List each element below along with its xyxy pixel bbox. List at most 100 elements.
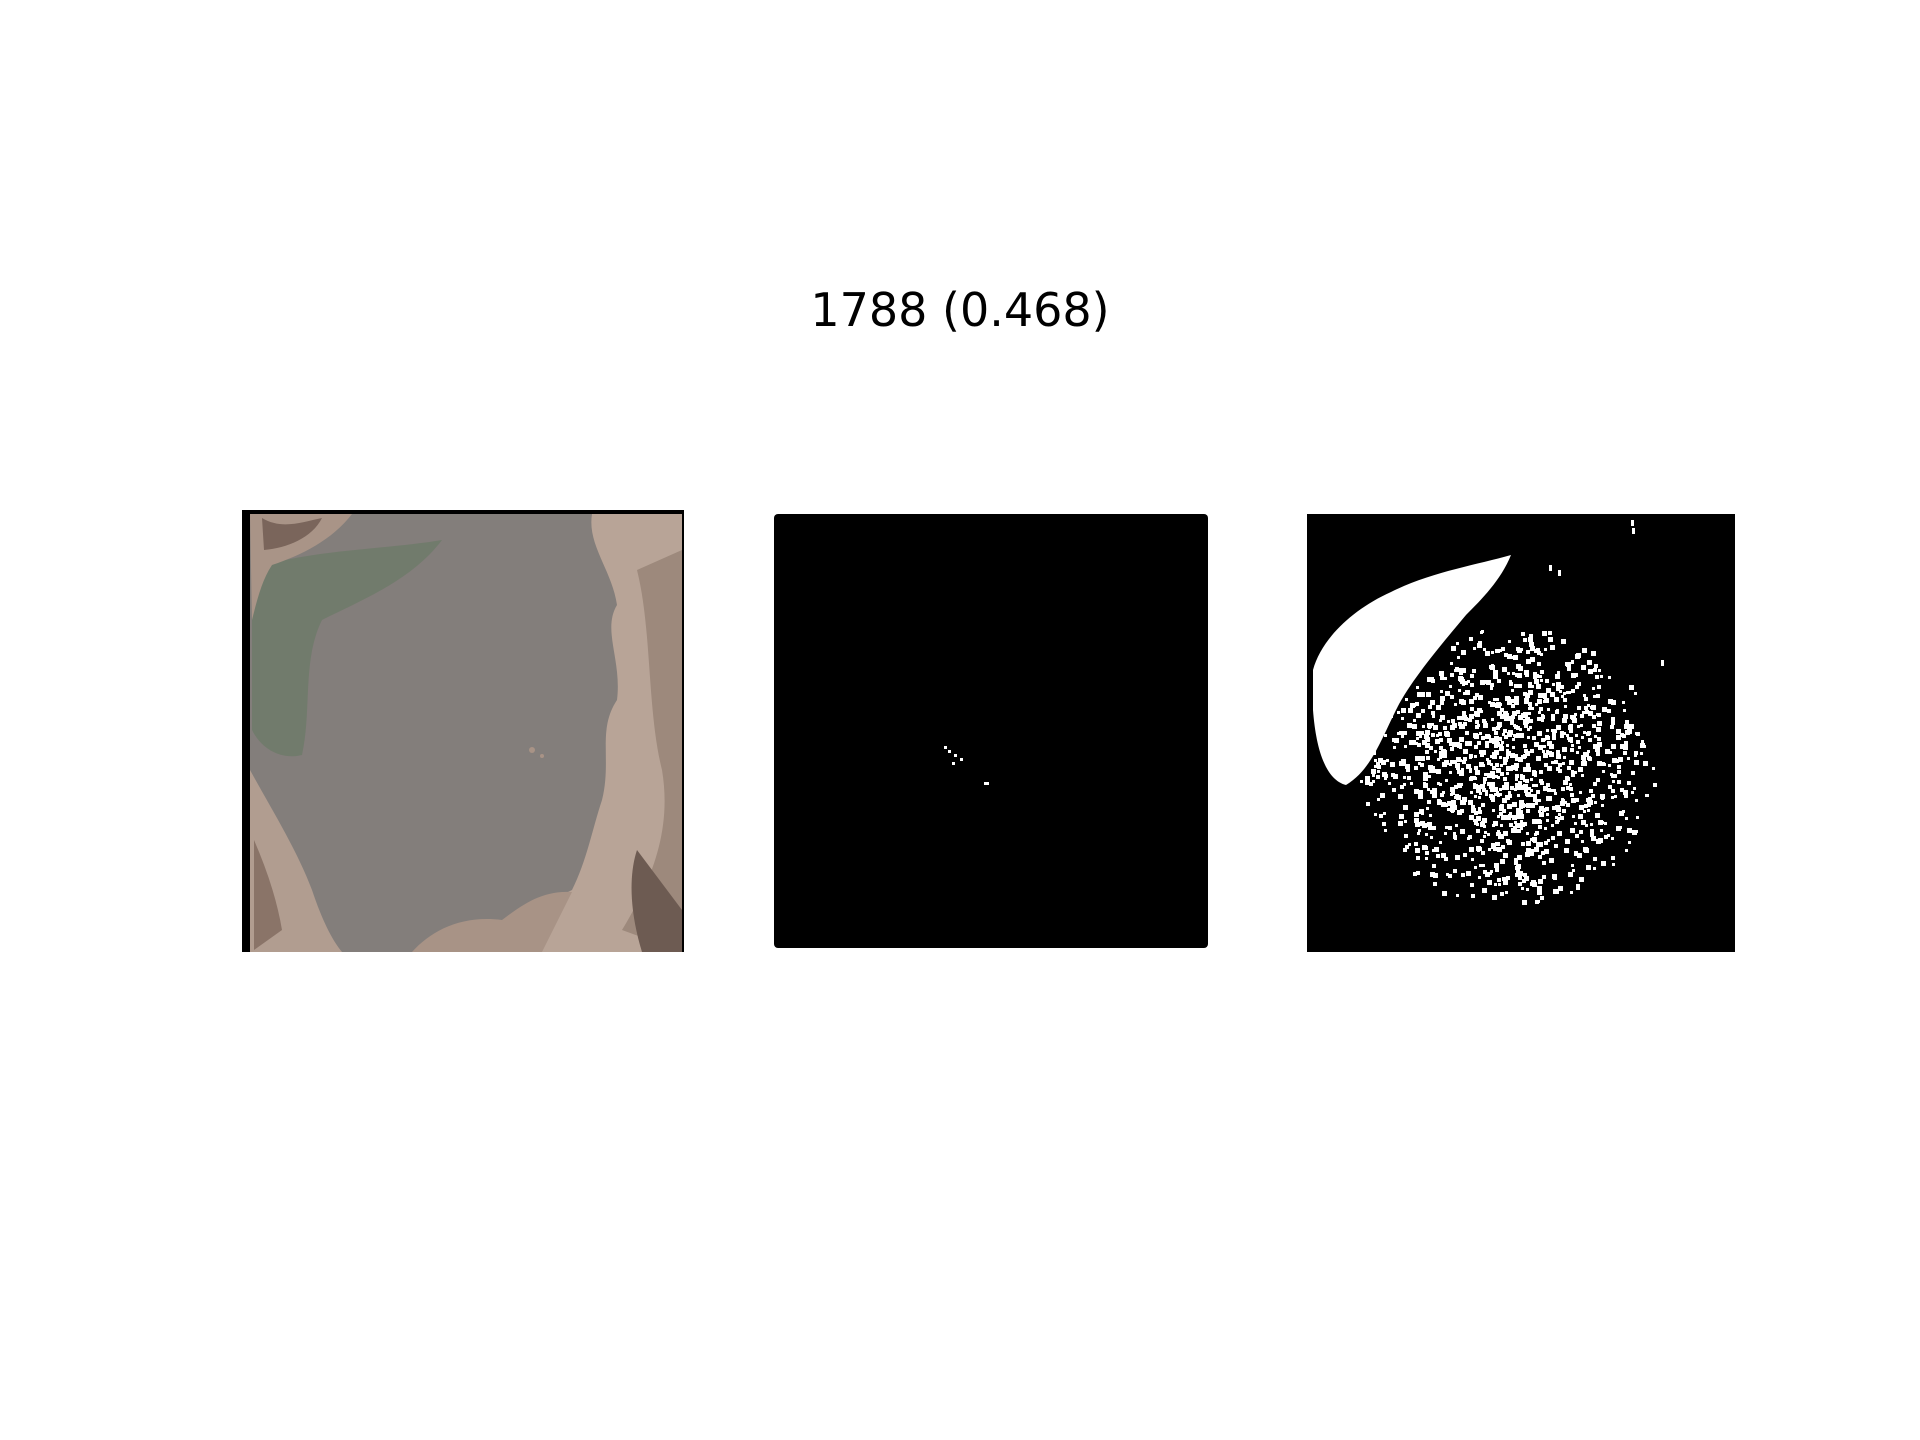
speckle-pixel bbox=[1431, 723, 1434, 726]
speckle-pixel bbox=[1403, 731, 1407, 735]
speckle-pixel bbox=[1507, 804, 1512, 809]
speckle-pixel bbox=[1438, 732, 1442, 736]
speckle-pixel bbox=[1532, 784, 1535, 787]
speckle-pixel bbox=[1500, 824, 1503, 827]
speckle-pixel bbox=[1550, 692, 1555, 697]
speckle-pixel bbox=[1460, 809, 1464, 813]
speckle-pixel bbox=[1489, 665, 1493, 669]
speckle-pixel bbox=[1498, 836, 1501, 839]
speckle-pixel bbox=[1431, 733, 1435, 737]
speckle-pixel bbox=[1505, 795, 1510, 800]
speckle-pixel bbox=[1453, 835, 1457, 839]
speckle-pixel bbox=[1586, 753, 1589, 756]
speckle-pixel bbox=[1526, 763, 1530, 767]
speckle-pixel bbox=[1577, 725, 1580, 728]
speckle-pixel bbox=[1622, 701, 1625, 704]
speckle-pixel bbox=[1552, 806, 1556, 810]
speckle-pixel bbox=[1569, 783, 1572, 786]
speckle-pixel bbox=[1516, 808, 1521, 813]
speckle-pixel bbox=[1492, 766, 1496, 770]
speckle-pixel bbox=[1489, 872, 1492, 875]
speckle-pixel bbox=[1461, 768, 1464, 771]
speckle-pixel bbox=[1434, 847, 1439, 852]
speckle-pixel bbox=[1624, 724, 1629, 729]
speckle-pixel bbox=[1605, 749, 1610, 754]
speckle-pixel bbox=[1502, 809, 1506, 813]
speckle-pixel bbox=[1415, 822, 1420, 827]
speckle-pixel bbox=[1523, 719, 1526, 722]
speckle-pixel bbox=[1558, 886, 1563, 891]
speckle-pixel bbox=[1487, 761, 1491, 765]
speckle-pixel bbox=[1500, 892, 1504, 896]
speckle-pixel bbox=[1470, 883, 1474, 887]
speckle-pixel bbox=[1575, 685, 1579, 689]
speckle-pixel bbox=[1525, 852, 1530, 857]
speckle-pixel bbox=[1360, 780, 1363, 783]
speckle-pixel bbox=[1530, 646, 1535, 651]
speckle-pixel bbox=[1515, 873, 1519, 877]
speckle-pixel bbox=[1616, 826, 1621, 831]
speckle-pixel bbox=[1584, 804, 1588, 808]
speckle-pixel bbox=[1469, 768, 1472, 771]
speckle-pixel bbox=[1553, 729, 1557, 733]
speckle-pixel bbox=[1588, 669, 1593, 674]
speckle-pixel bbox=[1500, 772, 1504, 776]
speckle-pixel bbox=[1441, 749, 1446, 754]
speckle-pixel bbox=[1512, 672, 1515, 675]
speckle-pixel bbox=[1524, 724, 1528, 728]
speckle-pixel bbox=[1497, 847, 1502, 852]
speckle-pixel bbox=[1560, 685, 1564, 689]
speckle-pixel bbox=[1442, 791, 1445, 794]
speckle-pixel bbox=[1450, 673, 1454, 677]
speckle-pixel bbox=[1491, 651, 1494, 654]
speckle-pixel bbox=[1511, 689, 1514, 692]
speckle-pixel bbox=[1587, 731, 1591, 735]
speckle-pixel bbox=[1533, 798, 1537, 802]
speckle-pixel bbox=[1530, 838, 1533, 841]
speckle-pixel bbox=[1483, 648, 1486, 651]
speckle-pixel bbox=[1502, 877, 1506, 881]
speckle-pixel bbox=[1496, 649, 1500, 653]
speckle-pixel bbox=[1475, 712, 1480, 717]
speckle-pixel bbox=[1527, 736, 1530, 739]
speckle-pixel bbox=[1527, 728, 1530, 731]
speckle-pixel bbox=[1502, 733, 1505, 736]
speckle-pixel bbox=[1485, 734, 1490, 739]
speckle-pixel bbox=[1494, 883, 1497, 886]
speckle-pixel bbox=[1510, 753, 1514, 757]
speckle-pixel bbox=[1554, 844, 1558, 848]
speckle-pixel bbox=[1483, 781, 1486, 784]
speckle-pixel bbox=[1542, 861, 1546, 865]
speckle-pixel bbox=[1578, 746, 1581, 749]
speckle-pixel bbox=[1482, 818, 1487, 823]
speckle-pixel bbox=[1512, 738, 1515, 741]
speckle-pixel bbox=[1535, 831, 1539, 835]
speckle-pixel bbox=[1444, 832, 1447, 835]
speckle-pixel bbox=[1611, 700, 1616, 705]
speckle-pixel bbox=[1530, 794, 1533, 797]
speckle-pixel bbox=[1611, 837, 1614, 840]
speckle-pixel bbox=[1543, 738, 1546, 741]
speckle-pixel bbox=[1586, 798, 1590, 802]
speckle-pixel bbox=[1427, 788, 1430, 791]
speckle-pixel bbox=[1607, 834, 1610, 837]
speckle-pixel bbox=[1403, 776, 1406, 779]
speckle-pixel bbox=[1585, 710, 1589, 714]
speckle-pixel bbox=[1404, 834, 1408, 838]
mask-pixel bbox=[944, 746, 947, 749]
speckle-pixel bbox=[1490, 771, 1495, 776]
speckle-pixel bbox=[1611, 721, 1615, 725]
speckle-pixel bbox=[1456, 757, 1459, 760]
speckle-pixel bbox=[1495, 703, 1500, 708]
speckle-pixel bbox=[1440, 690, 1443, 693]
speckle-pixel bbox=[1546, 813, 1549, 816]
speckle-pixel bbox=[1414, 812, 1419, 817]
speckle-pixel bbox=[1560, 731, 1564, 735]
speckle-pixel bbox=[1534, 774, 1537, 777]
speckle-pixel bbox=[1597, 761, 1602, 766]
speckle-pixel bbox=[1566, 691, 1569, 694]
speckle-pixel bbox=[1635, 799, 1638, 802]
speckle-pixel bbox=[1545, 807, 1549, 811]
speckle-pixel bbox=[1526, 809, 1530, 813]
speckle-pixel bbox=[1581, 665, 1586, 670]
